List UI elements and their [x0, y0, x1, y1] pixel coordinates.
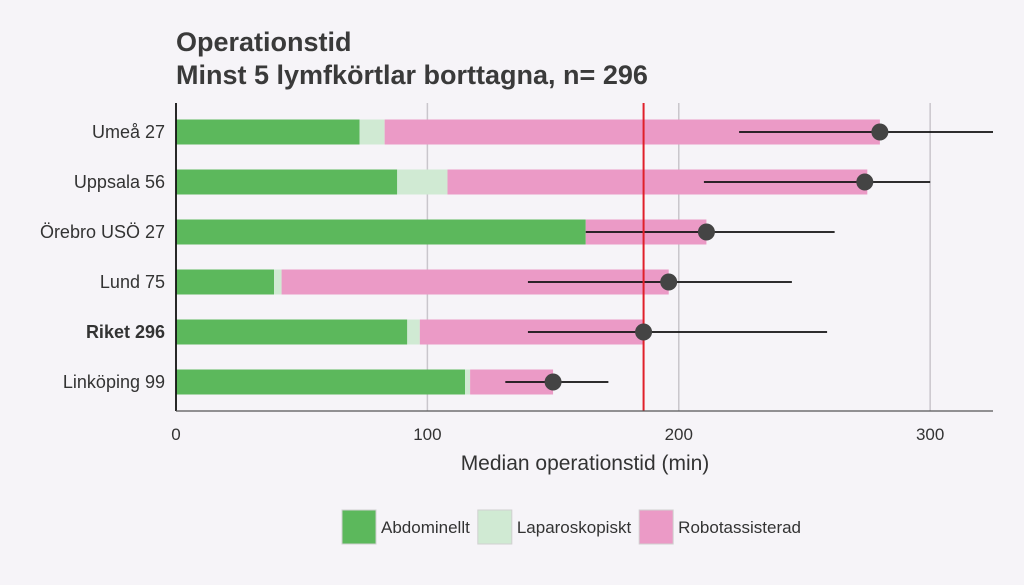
legend-label-1: Laparoskopiskt: [517, 518, 632, 537]
bar-2-series-0: [176, 219, 586, 245]
bars: [176, 119, 880, 395]
bar-4-series-1: [407, 319, 420, 345]
category-label-3: Lund 75: [100, 272, 165, 292]
legend-label-2: Robotassisterad: [678, 518, 801, 537]
chart-title: Operationstid: [176, 27, 352, 57]
category-labels: Umeå 27 Uppsala 56 Örebro USÖ 27 Lund 75 Rik…: [40, 122, 165, 392]
median-points: [544, 123, 889, 391]
x-tick-label-3: 300: [916, 425, 944, 444]
legend: Abdominellt Laparoskopiskt Robotassisterad: [341, 509, 801, 545]
median-point-4: [635, 323, 653, 341]
bar-4-series-0: [176, 319, 408, 345]
chart-subtitle: Minst 5 lymfkörtlar borttagna, n= 296: [176, 60, 648, 90]
x-tick-label-1: 100: [413, 425, 441, 444]
legend-swatch-0: [341, 509, 377, 545]
bar-5-series-0: [176, 369, 466, 395]
x-tick-label-0: 0: [171, 425, 180, 444]
bar-1-series-1: [397, 169, 448, 195]
median-point-3: [660, 273, 678, 291]
median-point-2: [697, 223, 715, 241]
median-point-5: [544, 373, 562, 391]
category-label-4: Riket 296: [86, 322, 165, 342]
legend-swatch-2: [638, 509, 674, 545]
grid-lines: [426, 103, 931, 411]
x-tick-labels: 0 100 200 300: [171, 425, 944, 444]
bar-5-series-1: [465, 369, 471, 395]
bar-0-series-0: [176, 119, 360, 145]
bar-3-series-1: [274, 269, 282, 295]
legend-label-0: Abdominellt: [381, 518, 470, 537]
axes: [175, 103, 993, 412]
category-label-2: Örebro USÖ 27: [40, 222, 165, 242]
category-label-5: Linköping 99: [63, 372, 165, 392]
median-point-0: [871, 123, 889, 141]
median-point-1: [856, 173, 874, 191]
category-label-1: Uppsala 56: [74, 172, 165, 192]
bar-0-series-1: [359, 119, 385, 145]
bar-3-series-0: [176, 269, 275, 295]
category-label-0: Umeå 27: [92, 122, 165, 142]
x-tick-label-2: 200: [665, 425, 693, 444]
x-axis-label: Median operationstid (min): [461, 452, 710, 475]
interval-lines: [505, 131, 993, 383]
legend-swatch-1: [477, 509, 513, 545]
bar-1-series-0: [176, 169, 398, 195]
